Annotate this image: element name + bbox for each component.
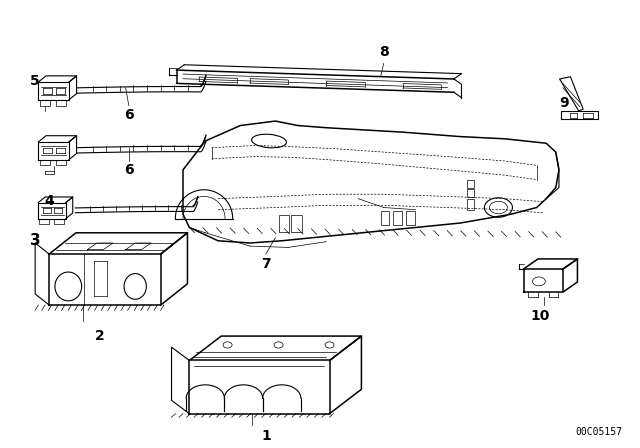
Text: 10: 10 <box>530 310 550 323</box>
Text: 8: 8 <box>379 45 388 59</box>
Text: 5: 5 <box>30 74 40 88</box>
Text: 4: 4 <box>44 194 54 208</box>
Bar <box>467 190 474 197</box>
Bar <box>278 215 289 232</box>
Bar <box>406 211 415 225</box>
Text: 9: 9 <box>559 96 568 110</box>
Bar <box>291 215 301 232</box>
Text: 6: 6 <box>124 108 134 122</box>
Text: 7: 7 <box>261 257 271 271</box>
Bar <box>394 211 402 225</box>
Bar <box>467 180 474 188</box>
Text: 6: 6 <box>124 163 134 177</box>
Bar <box>381 211 390 225</box>
Bar <box>467 198 474 210</box>
Text: 2: 2 <box>95 329 105 344</box>
Text: 3: 3 <box>30 233 41 248</box>
Text: 1: 1 <box>261 429 271 443</box>
Text: 00C05157: 00C05157 <box>576 426 623 437</box>
